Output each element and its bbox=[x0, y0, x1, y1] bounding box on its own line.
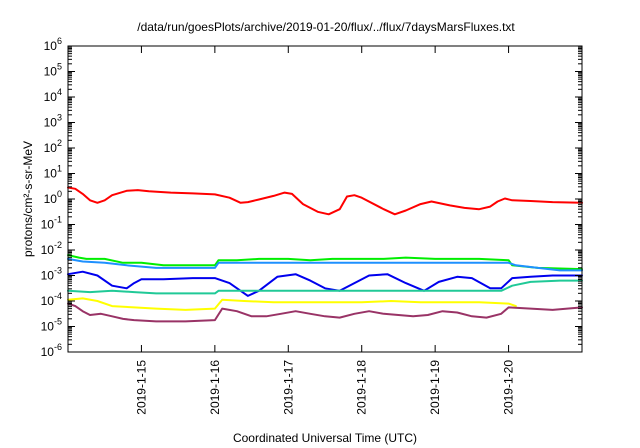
y-tick-label: 10-2 bbox=[41, 240, 62, 257]
x-tick-label: 2019-1-20 bbox=[502, 360, 516, 415]
y-tick-exponent: -4 bbox=[54, 291, 62, 301]
series-line-5 bbox=[67, 297, 517, 311]
y-tick-label: 105 bbox=[44, 62, 62, 79]
y-tick-label: 104 bbox=[44, 87, 62, 104]
y-tick-exponent: 0 bbox=[57, 189, 62, 199]
x-axis-label: Coordinated Universal Time (UTC) bbox=[233, 431, 417, 445]
y-tick-base: 10 bbox=[41, 269, 55, 283]
y-tick-exponent: 3 bbox=[57, 113, 62, 123]
y-tick-label: 102 bbox=[44, 138, 62, 155]
y-tick-base: 10 bbox=[41, 218, 55, 232]
y-tick-base: 10 bbox=[44, 90, 58, 104]
y-tick-label: 10-1 bbox=[41, 215, 62, 232]
y-tick-exponent: -3 bbox=[54, 266, 62, 276]
series-layer bbox=[67, 186, 583, 323]
y-tick-exponent: 5 bbox=[57, 62, 62, 72]
y-tick-label: 103 bbox=[44, 113, 62, 130]
series-line-3 bbox=[67, 270, 583, 297]
y-tick-exponent: 2 bbox=[57, 138, 62, 148]
series-line-4 bbox=[67, 279, 583, 295]
y-tick-base: 10 bbox=[44, 39, 58, 53]
y-tick-label: 10-5 bbox=[41, 317, 62, 334]
y-tick-exponent: -6 bbox=[54, 342, 62, 352]
y-tick-label: 100 bbox=[44, 189, 62, 206]
x-tick-label: 2019-1-15 bbox=[134, 360, 148, 415]
y-tick-exponent: 6 bbox=[57, 36, 62, 46]
y-tick-exponent: -2 bbox=[54, 240, 62, 250]
y-tick-label: 10-6 bbox=[41, 342, 62, 359]
y-tick-base: 10 bbox=[41, 345, 55, 359]
y-tick-label: 10-3 bbox=[41, 266, 62, 283]
series-line-1 bbox=[67, 254, 583, 271]
y-tick-exponent: -5 bbox=[54, 317, 62, 327]
y-tick-label: 10-4 bbox=[41, 291, 62, 308]
y-tick-base: 10 bbox=[41, 243, 55, 257]
y-tick-base: 10 bbox=[44, 141, 58, 155]
chart-title: /data/run/goesPlots/archive/2019-01-20/f… bbox=[137, 20, 515, 34]
y-axis: 10-610-510-410-310-210-11001011021031041… bbox=[41, 36, 582, 359]
y-tick-base: 10 bbox=[41, 294, 55, 308]
y-tick-label: 106 bbox=[44, 36, 62, 53]
x-tick-label: 2019-1-18 bbox=[355, 360, 369, 415]
x-tick-label: 2019-1-19 bbox=[428, 360, 442, 415]
y-tick-base: 10 bbox=[44, 167, 58, 181]
y-tick-base: 10 bbox=[44, 116, 58, 130]
x-tick-label: 2019-1-16 bbox=[208, 360, 222, 415]
series-line-2 bbox=[67, 257, 583, 272]
y-tick-exponent: -1 bbox=[54, 215, 62, 225]
y-tick-base: 10 bbox=[44, 65, 58, 79]
y-tick-exponent: 4 bbox=[57, 87, 62, 97]
series-line-0 bbox=[67, 186, 583, 216]
x-tick-label: 2019-1-17 bbox=[281, 360, 295, 415]
x-axis: 2019-1-15 2019-1-16 2019-1-17 2019-1-18 2019… bbox=[134, 46, 516, 415]
y-tick-base: 10 bbox=[44, 192, 58, 206]
series-line-6 bbox=[67, 302, 583, 323]
y-tick-exponent: 1 bbox=[57, 164, 62, 174]
y-tick-base: 10 bbox=[41, 320, 55, 334]
y-tick-label: 101 bbox=[44, 164, 62, 181]
y-axis-label: protons/cm²-s-sr-MeV bbox=[21, 141, 35, 257]
